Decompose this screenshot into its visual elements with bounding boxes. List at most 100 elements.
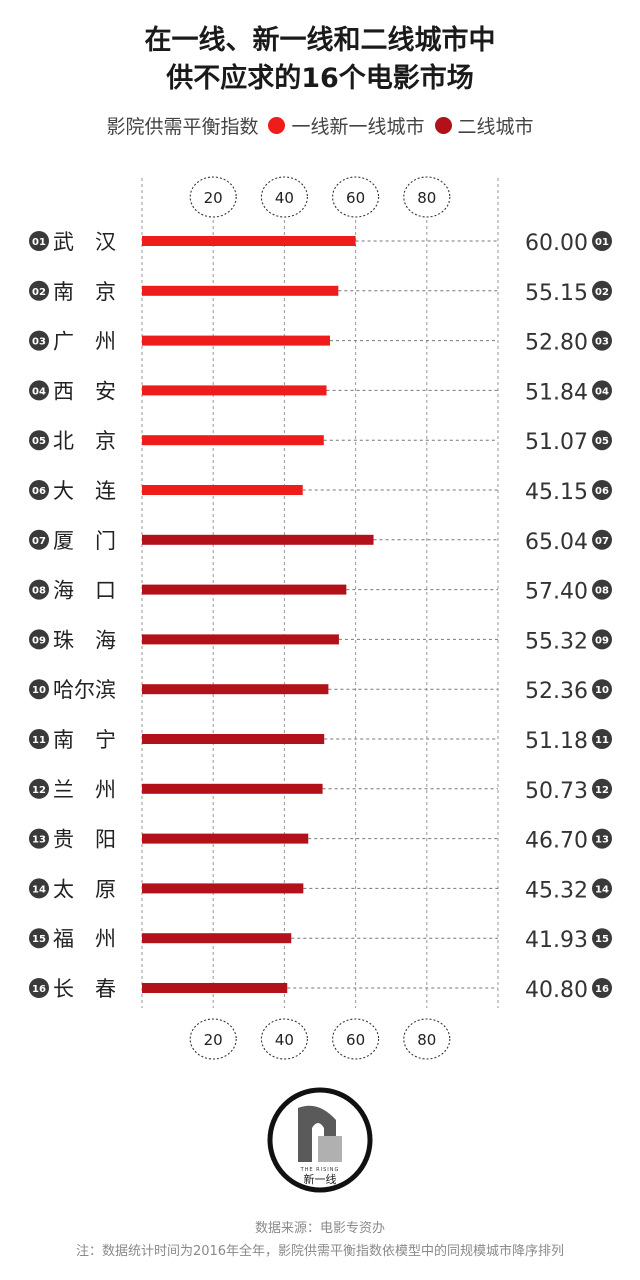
legend-swatch-series2 [434, 117, 452, 134]
value-label: 51.18 [525, 729, 588, 754]
logo-name: 新一线 [304, 1172, 337, 1186]
rank-badge-left [29, 529, 49, 550]
rank-badge-right [592, 778, 612, 799]
rank-badge-left [29, 579, 49, 600]
rank-badge-right [592, 928, 612, 949]
bar [142, 783, 323, 794]
rank-label-left: 10 [32, 685, 46, 696]
rank-label-left: 04 [32, 386, 46, 397]
bar [142, 983, 288, 993]
rank-label-left: 08 [32, 586, 46, 597]
bar [142, 385, 327, 396]
rank-label-right: 15 [595, 934, 609, 945]
city-label: 南 宁 [53, 728, 116, 752]
bar [142, 236, 356, 246]
chart-title: 在一线、新一线和二线城市中 供不应求的16个电影市场 [0, 22, 640, 98]
rank-badge-left [29, 480, 49, 500]
value-label: 57.40 [525, 580, 588, 605]
city-label: 武 汉 [53, 230, 116, 254]
rank-label-right: 01 [595, 237, 609, 248]
logo-mark-shade [318, 1136, 342, 1162]
x-tick-label-top: 80 [417, 189, 436, 207]
rank-label-right: 06 [595, 486, 609, 497]
rank-badge-left [29, 878, 49, 899]
rank-badge-right [592, 280, 612, 301]
rank-badge-right [592, 878, 612, 899]
city-label: 北 京 [53, 429, 116, 453]
city-label: 福 州 [53, 927, 116, 951]
rank-label-left: 15 [32, 934, 46, 945]
x-tick-label-top: 20 [204, 189, 223, 207]
rank-label-left: 14 [32, 884, 46, 895]
rank-label-right: 02 [595, 287, 609, 298]
rank-label-left: 13 [32, 835, 46, 846]
rank-badge-right [592, 579, 612, 600]
rank-label-left: 02 [32, 287, 46, 298]
rank-label-left: 01 [32, 237, 46, 248]
bar [142, 734, 325, 744]
bar [142, 584, 347, 595]
city-label: 哈尔滨 [53, 678, 116, 702]
rank-badge-right [592, 978, 612, 998]
footer-note: 注：数据统计时间为2016年全年，影院供需平衡指数依模型中的同规模城市降序排列 [75, 1244, 565, 1259]
city-label: 太 原 [53, 877, 116, 901]
legend: 影院供需平衡指数 一线新一线城市 二线城市 [0, 112, 640, 139]
rank-label-left: 06 [32, 486, 46, 497]
tick-circle-top [189, 176, 237, 218]
rank-label-right: 08 [595, 586, 609, 597]
rank-badge-left [29, 679, 49, 700]
value-label: 55.15 [525, 281, 588, 306]
x-tick-label-bottom: 80 [417, 1031, 436, 1049]
bar [142, 933, 292, 944]
bar [142, 534, 374, 545]
tick-circle-top [260, 176, 308, 218]
rank-label-right: 07 [595, 536, 609, 547]
bar [142, 883, 304, 894]
value-label: 52.80 [525, 331, 588, 356]
rank-badge-left [29, 380, 49, 401]
x-tick-label-bottom: 60 [346, 1031, 365, 1049]
bar [142, 335, 330, 346]
legend-series2: 二线城市 [457, 116, 534, 138]
city-label: 广 州 [53, 330, 116, 354]
rank-label-right: 12 [595, 785, 609, 796]
rank-badge-left [29, 280, 49, 301]
value-label: 50.73 [525, 779, 588, 804]
city-label: 兰 州 [53, 778, 116, 802]
legend-series1: 一线新一线城市 [291, 116, 425, 138]
rank-badge-left [29, 978, 49, 998]
rank-label-left: 03 [32, 337, 46, 348]
rank-badge-right [592, 629, 612, 650]
rank-badge-left [29, 430, 49, 451]
bar [142, 285, 339, 296]
value-label: 41.93 [525, 928, 588, 953]
x-tick-label-top: 60 [346, 189, 365, 207]
rank-label-left: 07 [32, 536, 46, 547]
tick-circle-bottom [403, 1018, 451, 1060]
value-label: 55.32 [525, 629, 588, 654]
rank-label-left: 16 [32, 984, 46, 995]
legend-swatch-series1 [268, 117, 286, 134]
value-label: 46.70 [525, 829, 588, 854]
city-label: 贵 阳 [53, 828, 116, 852]
rank-label-right: 13 [595, 835, 609, 846]
rank-badge-left [29, 231, 49, 251]
rank-badge-left [29, 729, 49, 749]
rank-label-left: 05 [32, 436, 46, 447]
rank-badge-right [592, 679, 612, 700]
rank-badge-right [592, 231, 612, 251]
bar [142, 435, 324, 446]
rank-label-left: 12 [32, 785, 46, 796]
rank-label-right: 11 [595, 735, 609, 746]
rank-badge-left [29, 828, 49, 849]
rank-badge-left [29, 629, 49, 650]
rank-label-right: 04 [595, 386, 609, 397]
value-label: 40.80 [525, 978, 588, 1003]
rank-label-right: 09 [595, 635, 609, 646]
rank-badge-right [592, 529, 612, 550]
rank-badge-left [29, 928, 49, 949]
tick-circle-bottom [260, 1018, 308, 1060]
rank-badge-left [29, 330, 49, 351]
title-line-1: 在一线、新一线和二线城市中 [144, 25, 496, 56]
x-tick-label-top: 40 [275, 189, 294, 207]
